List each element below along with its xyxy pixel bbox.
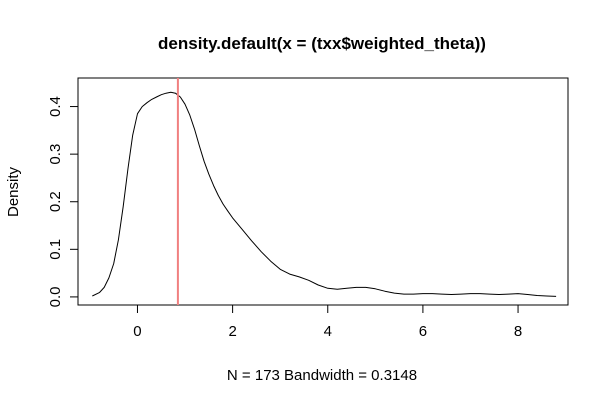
x-tick-label: 2	[228, 323, 236, 340]
x-tick-label: 6	[419, 323, 427, 340]
y-tick-label: 0.1	[47, 239, 64, 260]
y-tick-label: 0.2	[47, 191, 64, 212]
x-tick-label: 0	[133, 323, 141, 340]
plot-border	[77, 77, 569, 306]
plot-area	[92, 78, 557, 305]
y-tick-label: 0.3	[47, 144, 64, 165]
chart-title: density.default(x = (txx$weighted_theta)…	[158, 34, 486, 53]
y-axis-label: Density	[5, 166, 22, 217]
x-tick-label: 8	[514, 323, 522, 340]
y-tick-label: 0.4	[47, 96, 64, 117]
x-tick-label: 4	[324, 323, 332, 340]
y-tick-label: 0.0	[47, 286, 64, 307]
x-axis-label: N = 173 Bandwidth = 0.3148	[227, 367, 417, 384]
density-curve	[92, 91, 557, 297]
y-axis: 0.0 0.1 0.2 0.3 0.4	[47, 96, 79, 307]
x-axis: 0 2 4 6 8	[133, 304, 522, 340]
